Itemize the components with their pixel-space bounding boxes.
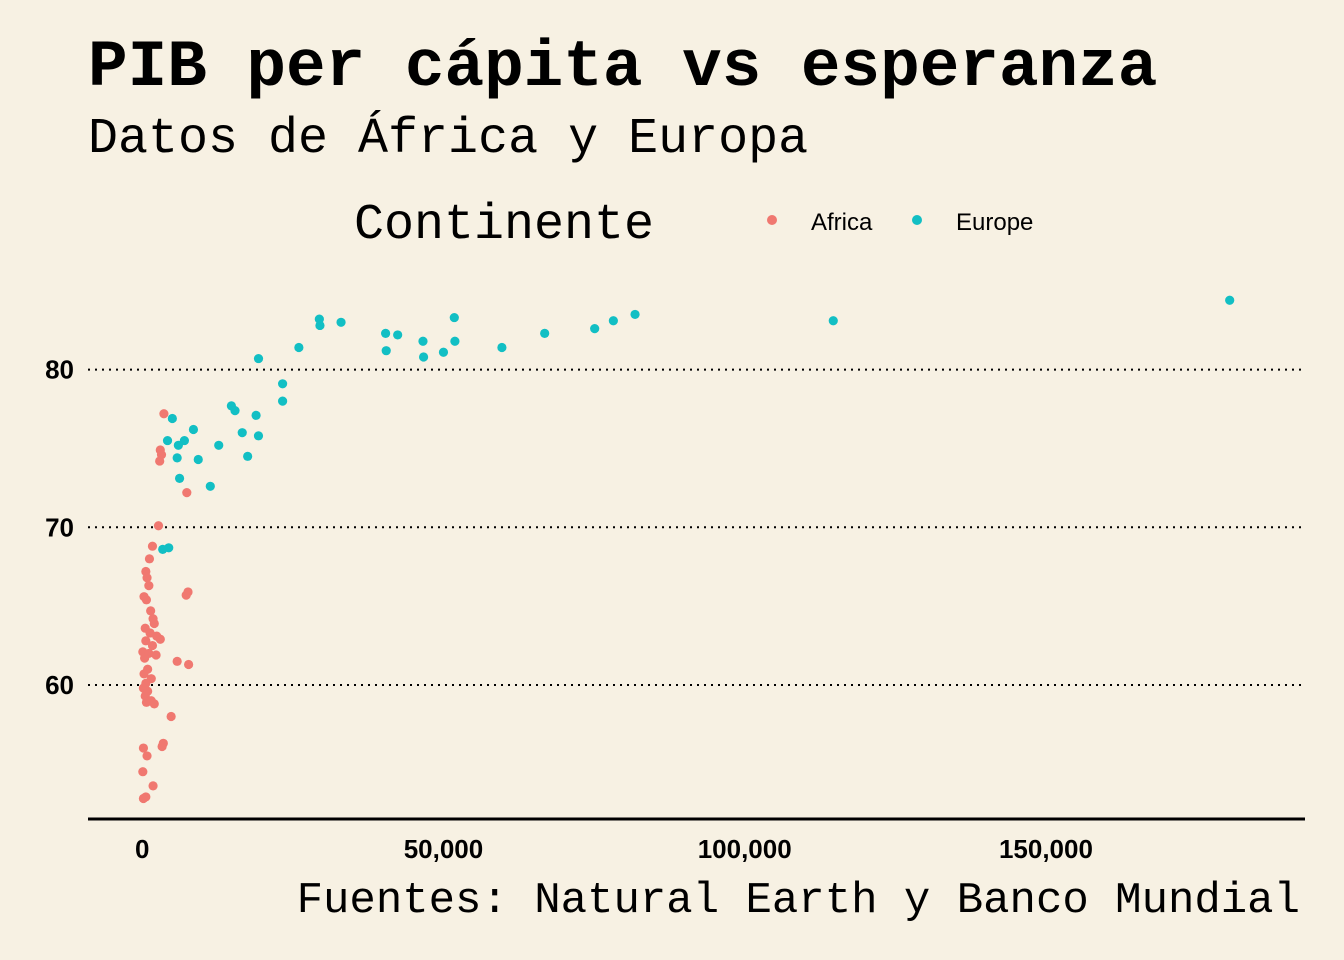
x-tick-label: 50,000 xyxy=(404,834,484,864)
data-point-africa xyxy=(149,618,159,629)
data-point-africa xyxy=(139,669,149,679)
data-point-africa xyxy=(141,697,152,707)
legend-label-africa: Africa xyxy=(811,209,873,236)
legend: Continente Africa Europe xyxy=(354,197,1033,254)
data-point-africa xyxy=(155,634,165,644)
data-point-africa xyxy=(149,699,159,709)
chart-caption: Fuentes: Natural Earth y Banco Mundial xyxy=(297,876,1300,926)
gridlines xyxy=(88,368,1305,686)
data-point-africa xyxy=(147,541,158,551)
x-axis-ticks: 0 50,000 100,000 150,000 xyxy=(135,834,1093,864)
legend-marker-africa xyxy=(767,215,777,225)
data-point-europe xyxy=(1225,295,1235,305)
data-point-europe xyxy=(590,324,600,334)
data-point-europe xyxy=(174,473,185,484)
y-axis-ticks: 60 70 80 xyxy=(45,355,74,700)
data-point-africa xyxy=(144,581,154,591)
data-point-europe xyxy=(230,406,240,416)
data-point-europe xyxy=(450,336,460,346)
data-point-europe xyxy=(193,454,203,465)
data-point-africa xyxy=(184,659,194,670)
data-point-europe xyxy=(214,440,224,450)
data-point-africa xyxy=(142,751,152,761)
data-point-europe xyxy=(172,453,182,463)
data-point-europe xyxy=(393,330,403,340)
data-point-europe xyxy=(167,413,177,424)
legend-label-europe: Europe xyxy=(956,209,1033,236)
series-africa xyxy=(138,409,194,804)
data-point-europe xyxy=(253,431,264,441)
data-point-africa xyxy=(153,521,164,531)
data-point-europe xyxy=(449,312,459,323)
data-point-africa xyxy=(157,741,167,752)
x-tick-label: 0 xyxy=(135,834,149,864)
data-point-europe xyxy=(253,353,264,364)
data-point-africa xyxy=(138,767,148,777)
data-point-africa xyxy=(151,650,161,660)
data-point-africa xyxy=(142,573,152,583)
data-points xyxy=(138,295,1235,804)
data-point-europe xyxy=(336,317,346,327)
x-tick-label: 150,000 xyxy=(999,834,1093,864)
x-tick-label: 100,000 xyxy=(698,834,792,864)
series-europe xyxy=(158,295,1235,554)
y-tick-label: 60 xyxy=(45,670,74,700)
data-point-europe xyxy=(540,328,550,338)
data-point-europe xyxy=(205,481,215,491)
data-point-africa xyxy=(182,488,192,498)
data-point-africa xyxy=(147,640,158,651)
legend-marker-europe xyxy=(912,215,922,225)
data-point-europe xyxy=(294,342,304,353)
data-point-africa xyxy=(159,409,169,419)
data-point-europe xyxy=(381,346,391,356)
data-point-europe xyxy=(237,428,247,438)
data-point-europe xyxy=(251,410,261,420)
data-point-africa xyxy=(148,781,158,791)
chart-title: PIB per cápita vs esperanza xyxy=(88,30,1157,105)
data-point-africa xyxy=(138,743,149,753)
data-point-europe xyxy=(630,309,640,320)
data-point-africa xyxy=(140,653,150,663)
data-point-africa xyxy=(181,590,191,600)
data-point-europe xyxy=(243,451,253,461)
data-point-europe xyxy=(277,379,288,389)
data-point-europe xyxy=(381,328,391,338)
data-point-europe xyxy=(188,424,199,435)
legend-title: Continente xyxy=(354,197,654,254)
data-point-africa xyxy=(172,656,182,666)
data-point-africa xyxy=(141,595,152,605)
y-tick-label: 80 xyxy=(45,355,74,385)
data-point-europe xyxy=(277,396,288,406)
data-point-europe xyxy=(418,352,429,362)
data-point-africa xyxy=(155,456,165,466)
chart-subtitle: Datos de África y Europa xyxy=(88,110,808,168)
data-point-europe xyxy=(438,347,449,357)
data-point-africa xyxy=(141,636,151,646)
data-point-europe xyxy=(608,316,618,326)
data-point-africa xyxy=(146,606,156,616)
y-tick-label: 70 xyxy=(45,512,74,542)
data-point-europe xyxy=(418,336,428,346)
data-point-europe xyxy=(315,320,325,331)
data-point-africa xyxy=(166,711,176,722)
data-point-europe xyxy=(173,440,183,450)
data-point-europe xyxy=(162,435,173,446)
data-point-africa xyxy=(138,793,149,804)
data-point-africa xyxy=(144,554,155,564)
data-point-europe xyxy=(158,544,168,554)
data-point-europe xyxy=(497,342,507,353)
data-point-europe xyxy=(828,316,838,326)
